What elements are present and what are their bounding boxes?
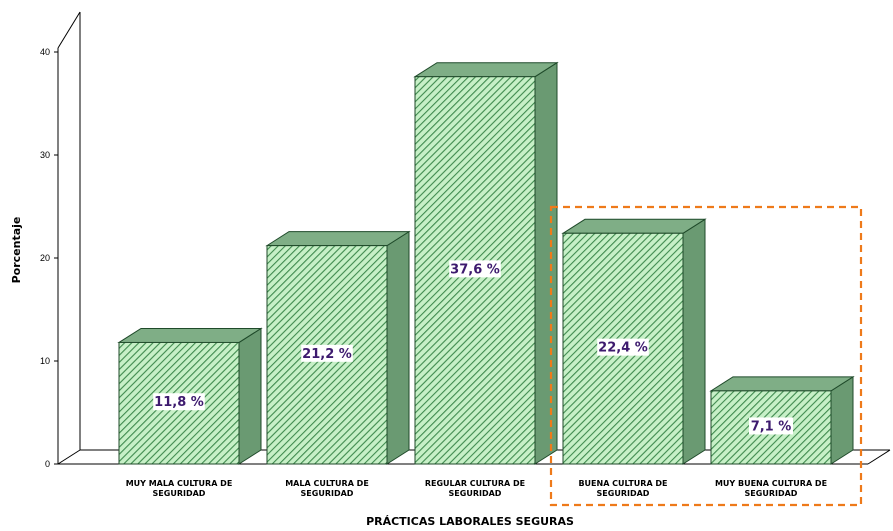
data-label: 21,2 % (302, 347, 352, 362)
x-tick-label: SEGURIDAD (597, 489, 650, 498)
data-label-bg (301, 344, 353, 362)
bar (710, 390, 832, 465)
bar-top (265, 231, 411, 247)
highlight-box (549, 205, 863, 507)
y-tick-label: 40 (40, 47, 50, 57)
bar-side (386, 230, 410, 465)
x-tick-label: BUENA CULTURA DE (578, 479, 667, 488)
bar-side (238, 327, 262, 465)
bar-side (830, 375, 854, 465)
bar-side (682, 218, 706, 465)
x-tick-label: REGULAR CULTURA DE (425, 479, 525, 488)
x-tick-label: SEGURIDAD (301, 489, 354, 498)
y-axis-floor-edge (57, 449, 81, 465)
y-tick-label: 20 (40, 253, 50, 263)
x-tick-label: MALA CULTURA DE (285, 479, 369, 488)
bar-side (534, 61, 558, 465)
y-axis-title: Porcentaje (10, 217, 23, 284)
bar-top (709, 376, 855, 392)
y-axis-top-edge (57, 11, 81, 49)
x-tick-label: MUY BUENA CULTURA DE (715, 479, 827, 488)
data-label: 11,8 % (154, 395, 204, 410)
x-tick-label: SEGURIDAD (153, 489, 206, 498)
bar-top (117, 327, 263, 343)
data-label: 22,4 % (598, 341, 648, 356)
x-tick-label: SEGURIDAD (449, 489, 502, 498)
bar (118, 341, 240, 465)
x-axis-title: PRÁCTICAS LABORALES SEGURAS (366, 515, 574, 528)
x-tick-label: SEGURIDAD (745, 489, 798, 498)
y-tick-label: 10 (40, 356, 50, 366)
floor-right-edge (867, 449, 891, 465)
data-label-bg (449, 260, 501, 278)
data-label: 7,1 % (751, 419, 792, 434)
y-tick-label: 0 (45, 459, 50, 469)
data-label-bg (749, 417, 793, 435)
data-label-bg (153, 393, 205, 411)
data-label-bg (597, 338, 649, 356)
bar-top (561, 218, 707, 234)
y-tick-label: 30 (40, 150, 50, 160)
data-label: 37,6 % (450, 262, 500, 277)
x-tick-label: MUY MALA CULTURA DE (126, 479, 233, 488)
bar-top (413, 62, 559, 78)
